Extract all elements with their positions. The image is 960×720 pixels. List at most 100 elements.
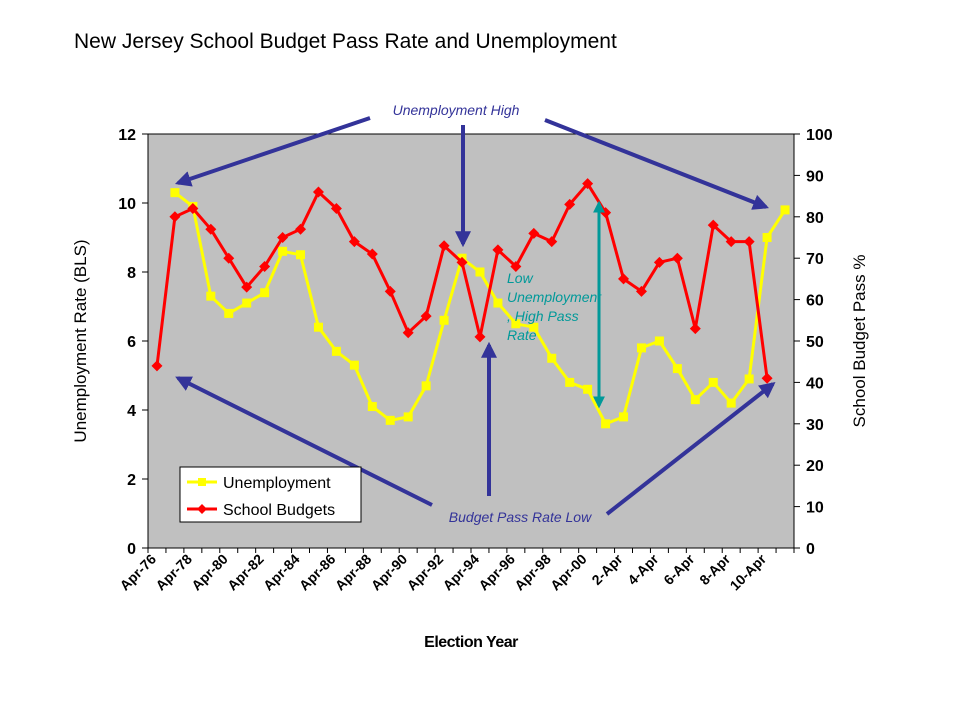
data-point-unemployment — [511, 319, 521, 329]
data-point-school-budgets — [420, 310, 432, 322]
data-point-school-budgets — [474, 331, 486, 343]
data-point-school-budgets — [653, 256, 665, 268]
data-point-school-budgets — [743, 236, 755, 248]
data-point-unemployment — [242, 298, 252, 308]
data-point-school-budgets — [223, 252, 235, 264]
y-left-tick-label: 0 — [127, 541, 136, 558]
data-point-school-budgets — [169, 211, 181, 223]
data-point-unemployment — [583, 384, 593, 394]
data-point-unemployment — [296, 250, 306, 260]
data-point-school-budgets — [277, 232, 289, 243]
y-left-tick-label: 4 — [127, 403, 136, 420]
data-point-school-budgets — [707, 219, 719, 231]
y-axis-left-title: Unemployment Rate (BLS) — [71, 239, 90, 442]
y-right-tick-label: 50 — [806, 334, 824, 351]
arrow-unemployment-high-left — [174, 116, 371, 187]
data-point-school-budgets — [330, 203, 342, 215]
data-point-school-budgets — [241, 281, 253, 293]
x-tick-label: Apr-80 — [188, 551, 231, 594]
data-point-unemployment — [529, 322, 539, 332]
annotation-low-unemployment-line-2: Unemployment — [507, 289, 602, 305]
data-point-school-budgets — [582, 178, 594, 190]
x-tick-label: Apr-90 — [368, 551, 411, 594]
x-tick-label: Apr-88 — [332, 551, 375, 594]
data-point-unemployment — [260, 288, 270, 298]
legend-box — [179, 466, 362, 523]
x-tick-label: Apr-86 — [296, 551, 339, 594]
x-tick-label: Apr-84 — [260, 551, 303, 594]
y-right-tick-label: 10 — [806, 500, 824, 517]
x-tick-label: Apr-92 — [404, 551, 447, 594]
data-point-unemployment — [403, 412, 413, 422]
data-point-unemployment — [475, 267, 485, 277]
x-tick-label: 6-Apr — [660, 550, 698, 588]
data-point-school-budgets — [151, 360, 163, 372]
data-point-school-budgets — [312, 186, 324, 198]
x-tick-label: Apr-96 — [475, 551, 518, 594]
x-axis: Apr-76Apr-78Apr-80Apr-82Apr-84Apr-86Apr-… — [116, 547, 795, 594]
y-right-tick-label: 100 — [806, 127, 833, 144]
data-point-school-budgets — [438, 240, 450, 252]
chart-title: New Jersey School Budget Pass Rate and U… — [74, 30, 617, 53]
legend-item-unemployment: Unemployment — [187, 475, 331, 492]
data-point-unemployment — [439, 315, 449, 325]
data-point-school-budgets — [546, 236, 558, 248]
data-point-unemployment — [636, 343, 646, 353]
y-right-tick-label: 90 — [806, 168, 824, 185]
x-tick-label: 4-Apr — [624, 550, 662, 588]
data-point-unemployment — [619, 412, 629, 422]
data-point-unemployment — [547, 353, 557, 363]
y-left-tick-label: 12 — [118, 127, 136, 144]
data-point-unemployment — [313, 322, 323, 332]
data-point-school-budgets — [635, 285, 647, 297]
y-right-tick-label: 60 — [806, 293, 824, 310]
data-point-unemployment — [331, 346, 341, 356]
arrow-unemployment-high-right — [544, 118, 769, 210]
y-left-tick-label: 10 — [118, 196, 136, 213]
x-tick-label: Apr-76 — [116, 551, 159, 594]
arrow-budget-low-left — [175, 376, 433, 507]
x-tick-label: Apr-82 — [224, 551, 267, 594]
x-tick-label: 2-Apr — [588, 550, 626, 588]
x-tick-label: Apr-94 — [439, 551, 482, 594]
data-point-unemployment — [708, 377, 718, 387]
x-tick-label: 10-Apr — [727, 550, 770, 593]
annotation-low-unemployment: Low Unemployment , High Pass Rate — [507, 270, 602, 343]
data-point-school-budgets — [384, 285, 396, 297]
y-right-tick-label: 20 — [806, 458, 824, 475]
annotation-arrows — [174, 116, 776, 516]
data-point-unemployment — [224, 308, 234, 318]
data-point-school-budgets — [689, 323, 701, 335]
data-point-unemployment — [385, 415, 395, 425]
legend: Unemployment School Budgets — [179, 466, 362, 523]
data-point-school-budgets — [205, 223, 217, 235]
data-point-unemployment — [690, 395, 700, 405]
y-axis-right-title: School Budget Pass % — [850, 255, 869, 428]
data-point-school-budgets — [187, 203, 199, 215]
data-point-unemployment — [726, 398, 736, 408]
y-left-tick-label: 8 — [127, 265, 136, 282]
annotation-low-unemployment-line-1: Low — [507, 270, 534, 286]
data-point-school-budgets — [761, 372, 773, 384]
data-point-unemployment — [780, 205, 790, 215]
data-point-school-budgets — [671, 252, 683, 264]
legend-label-school-budgets: School Budgets — [223, 502, 335, 519]
data-point-school-budgets — [295, 223, 307, 235]
data-point-unemployment — [206, 291, 216, 301]
y-right-tick-label: 70 — [806, 251, 824, 268]
y-left-tick-label: 6 — [127, 334, 136, 351]
y-axis-right: 0 10 20 30 40 50 60 70 80 90 100 — [793, 127, 833, 558]
arrow-budget-low-right — [605, 382, 776, 516]
data-point-school-budgets — [402, 327, 414, 339]
data-point-unemployment — [278, 246, 288, 256]
data-point-unemployment — [349, 360, 359, 370]
data-point-school-budgets — [456, 256, 468, 268]
data-point-unemployment — [762, 233, 772, 242]
data-point-school-budgets — [492, 244, 504, 256]
y-right-tick-label: 40 — [806, 375, 824, 392]
x-tick-label: Apr-00 — [547, 551, 590, 594]
annotation-budget-pass-low: Budget Pass Rate Low — [449, 509, 592, 525]
series-layer — [151, 178, 790, 429]
annotation-low-unemployment-line-4: Rate — [507, 327, 537, 343]
